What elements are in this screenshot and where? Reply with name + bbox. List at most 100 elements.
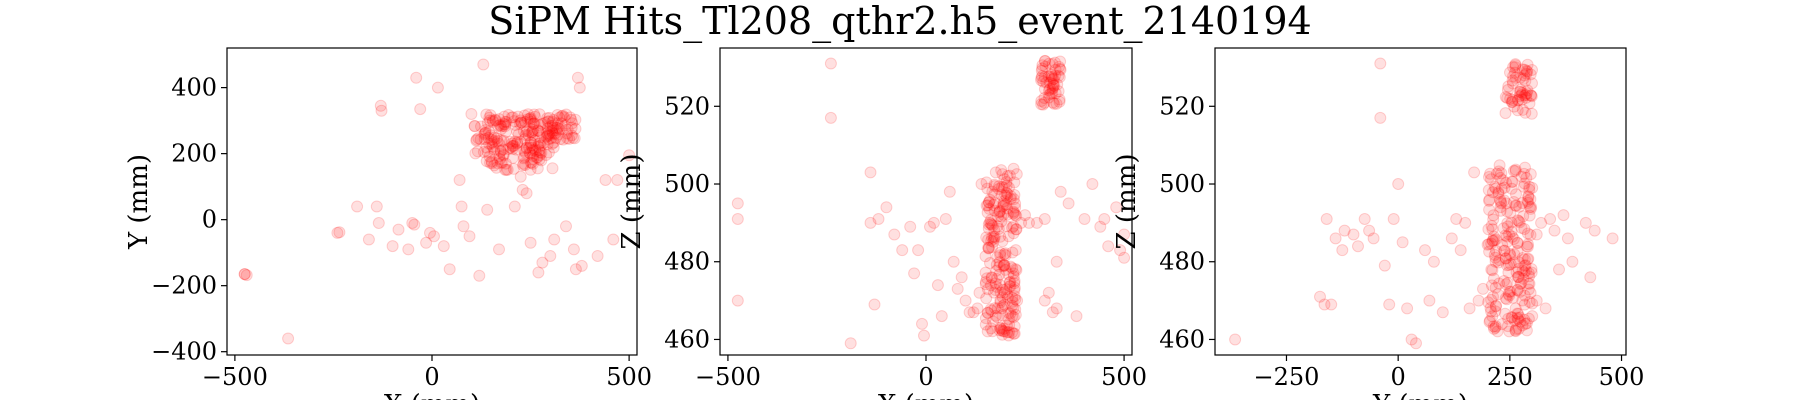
scatter-point	[971, 302, 984, 315]
scatter-point	[424, 226, 436, 239]
scatter-point	[993, 206, 1006, 219]
scatter-point	[1054, 185, 1067, 198]
scatter-point	[569, 113, 582, 126]
scatter-point	[1007, 227, 1020, 240]
scatter-point	[1518, 259, 1531, 272]
scatter-point	[1489, 233, 1502, 246]
x-tick-label: 0	[424, 363, 439, 391]
scatter-point	[1566, 255, 1579, 268]
scatter-point	[1454, 244, 1467, 257]
scatter-point	[1520, 64, 1533, 77]
scatter-point	[1516, 93, 1529, 106]
scatter-point	[1504, 206, 1517, 219]
scatter-point	[1010, 264, 1023, 277]
scatter-point	[1053, 60, 1065, 73]
scatter-point	[1509, 66, 1521, 79]
scatter-point	[984, 303, 997, 316]
scatter-point	[990, 258, 1003, 271]
scatter-point	[1584, 271, 1597, 284]
scatter-point	[1518, 289, 1531, 302]
scatter-point	[1054, 55, 1067, 68]
scatter-point	[511, 110, 524, 123]
scatter-point	[535, 154, 548, 167]
scatter-point	[1229, 333, 1242, 346]
scatter-point	[532, 266, 545, 279]
scatter-point	[1517, 72, 1530, 85]
scatter-point	[372, 217, 385, 229]
scatter-point	[1548, 224, 1561, 237]
y-tick-label: 460	[1159, 325, 1205, 353]
scatter-point	[1495, 318, 1508, 331]
scatter-point	[1493, 254, 1506, 267]
scatter-point	[500, 163, 513, 176]
scatter-point	[526, 128, 539, 141]
scatter-point	[1518, 89, 1531, 102]
scatter-point	[497, 119, 510, 132]
scatter-point	[486, 136, 499, 149]
scatter-point	[1486, 234, 1499, 247]
scatter-point	[1001, 291, 1014, 304]
scatter-point	[980, 176, 993, 189]
scatter-point	[540, 130, 553, 143]
scatter-point	[1427, 255, 1440, 268]
scatter-point	[844, 337, 857, 350]
scatter-point	[1512, 270, 1525, 283]
x-tick-label: −500	[202, 363, 268, 391]
scatter-point	[981, 307, 994, 319]
scatter-point	[1504, 285, 1517, 298]
scatter-point	[1008, 176, 1021, 189]
scatter-point	[995, 189, 1008, 201]
scatter-point	[517, 125, 530, 138]
scatter-point	[1502, 266, 1515, 279]
scatter-point	[1510, 199, 1523, 212]
scatter-point	[1518, 167, 1531, 180]
y-tick-label: 460	[664, 325, 710, 353]
scatter-point	[564, 111, 577, 124]
scatter-point	[1498, 181, 1511, 194]
scatter-point	[1502, 80, 1515, 93]
scatter-point	[1007, 327, 1020, 340]
scatter-point	[1525, 201, 1538, 214]
scatter-point	[1039, 54, 1051, 67]
scatter-point	[731, 213, 744, 225]
scatter-point	[547, 114, 560, 126]
scatter-point	[1047, 73, 1060, 86]
scatter-point	[1019, 209, 1031, 222]
scatter-point	[1047, 79, 1060, 92]
scatter-point	[1507, 164, 1520, 177]
scatter-point	[973, 286, 986, 299]
scatter-point	[1000, 198, 1013, 211]
scatter-point	[1523, 277, 1536, 290]
scatter-point	[1498, 194, 1511, 207]
scatter-point	[1516, 264, 1529, 277]
scatter-point	[547, 127, 559, 140]
scatter-point	[410, 71, 423, 84]
scatter-point	[1508, 248, 1521, 261]
scatter-point	[541, 138, 554, 151]
scatter-point	[374, 99, 387, 112]
scatter-point	[1522, 252, 1535, 265]
scatter-point	[1023, 216, 1035, 229]
scatter-point	[984, 214, 997, 227]
scatter-point	[1481, 238, 1494, 251]
scatter-point	[509, 119, 522, 131]
scatter-point	[1530, 294, 1543, 307]
scatter-point	[478, 133, 491, 145]
scatter-point	[1530, 228, 1543, 241]
scatter-point	[1514, 86, 1527, 98]
scatter-point	[485, 137, 498, 150]
scatter-point	[1007, 206, 1020, 219]
scatter-point	[984, 257, 996, 269]
scatter-point	[526, 141, 539, 154]
scatter-point	[987, 235, 1000, 248]
scatter-point	[979, 266, 992, 279]
scatter-point	[1392, 178, 1405, 190]
x-tick-label: 500	[1101, 363, 1147, 391]
scatter-point	[569, 122, 582, 135]
scatter-point	[996, 235, 1009, 248]
scatter-point	[1367, 232, 1380, 245]
scatter-point	[1521, 253, 1534, 266]
scatter-point	[1514, 285, 1526, 298]
scatter-point	[552, 128, 565, 141]
scatter-point	[995, 210, 1008, 223]
